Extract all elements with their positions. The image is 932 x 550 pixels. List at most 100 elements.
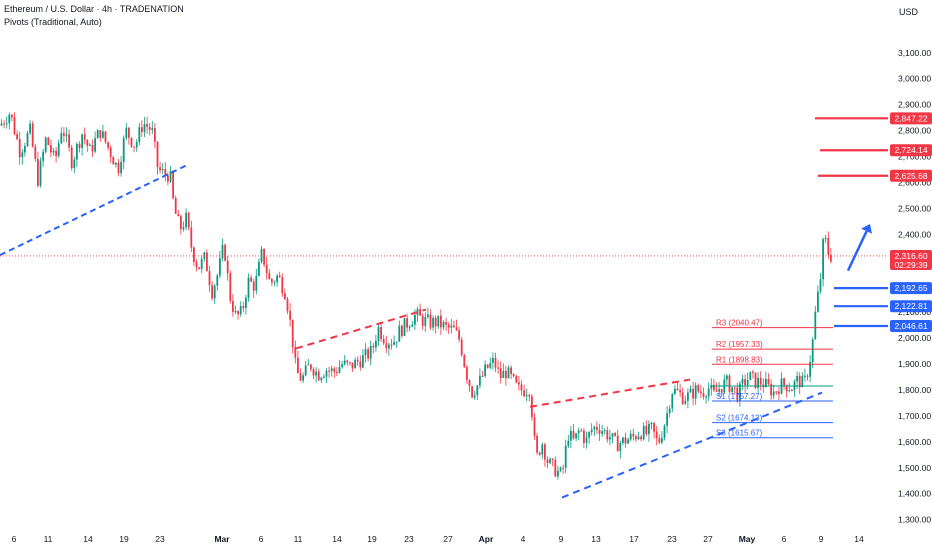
candle-body [536,435,538,453]
candle-body [479,375,481,386]
candle-body [325,370,328,377]
candle [544,442,546,467]
candle-body [741,379,744,384]
candle-body [736,387,739,402]
candle [60,127,63,145]
candle-body [161,169,164,171]
candle-body [242,306,245,308]
candle [16,130,18,141]
candle [538,451,541,457]
x-tick-label: 17 [629,534,639,544]
candle-body [252,281,255,291]
candle [70,144,73,171]
candle [382,335,385,346]
candle [31,121,34,148]
time-axis[interactable]: 6 11 14 19 23 Mar 6 11 14 19 23 27 Apr 4 9 13 17 23 27 May 6… [12,534,864,544]
candle [499,361,502,384]
currency-label[interactable]: USD [899,7,919,17]
candle [759,371,762,391]
candle-body [213,285,216,299]
candle [138,123,141,146]
candle [403,318,406,337]
candle [484,360,486,378]
candle-body [263,248,265,265]
candle-body [42,151,44,161]
candle-body [89,144,91,146]
candle [284,288,286,300]
candle [580,428,583,432]
candle [492,352,494,370]
candle [668,405,671,418]
candle-body [676,388,679,391]
candle-body [700,391,702,394]
candle-body [728,375,731,392]
candle-body [37,158,39,186]
candle [785,384,788,398]
candle [81,133,83,156]
candle-body [232,301,234,312]
candle [281,273,284,297]
candle [109,145,112,164]
candle-body [284,293,286,300]
candle [164,162,167,182]
candle [780,372,783,395]
candle-body [380,327,382,340]
x-tick-label: 9 [559,534,564,544]
candle [445,317,447,331]
candle-body [81,134,83,148]
candle [362,349,364,369]
candle [653,422,655,439]
candle [642,422,645,441]
candle [325,368,328,383]
x-tick-label: 14 [83,534,93,544]
candle [765,371,767,388]
candle [528,393,531,402]
candle-body [52,150,55,153]
candle [278,271,281,278]
candle [18,131,21,165]
candle [320,376,323,383]
candle-body [226,260,229,274]
candle [624,432,627,448]
candle-body [702,393,705,397]
candle-body [473,395,476,398]
arrow-head [861,223,873,234]
candle-body [156,141,159,168]
candle [37,151,39,188]
candle [91,139,94,157]
candle-body [432,317,434,328]
candle [24,142,26,157]
candle-body [26,133,29,146]
candle [237,310,239,320]
candle [174,195,177,214]
candle [728,373,731,394]
candle [297,350,299,374]
candle [684,395,687,405]
price-axis[interactable]: 1,300.00 1,400.00 1,500.00 1,600.00 1,700.00… [888,0,932,550]
candle [411,320,414,328]
candle-body [57,143,60,157]
candle [710,378,713,396]
candle [661,431,663,445]
candle-body [811,339,814,362]
candle-body [632,433,635,437]
candle [265,257,268,280]
y-tick-label: 3,100.00 [898,48,931,58]
candle [245,294,247,315]
candle-body [476,385,479,396]
candle-body [434,317,437,327]
candle [260,246,263,264]
candle-body [224,244,226,261]
candle-body [330,368,333,371]
candle [809,355,811,383]
candle-body [689,388,692,393]
pivot-label-r3: R3 (2040.47) [716,319,763,328]
candle [614,431,616,437]
candle [47,136,50,146]
candle [180,214,182,235]
candle-body [94,138,96,152]
candle [801,372,804,388]
x-tick-label: 23 [155,534,165,544]
indicator-legend[interactable]: Pivots (Traditional, Auto) [4,17,102,27]
